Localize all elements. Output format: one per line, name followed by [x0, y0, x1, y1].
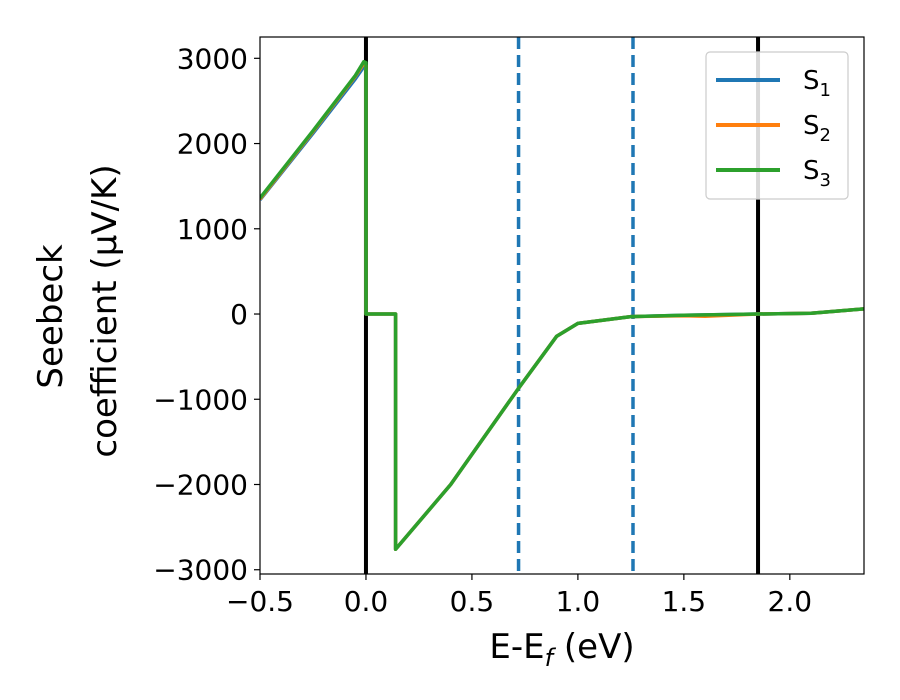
legend-label-2: S2 — [803, 111, 831, 146]
series-line-3 — [260, 59, 864, 552]
y-tick-label: −1000 — [153, 383, 248, 416]
y-axis-title: Seebeck coefficient (μV/K) — [31, 164, 125, 457]
y-tick-label: 2000 — [177, 128, 248, 161]
y-axis: −3000 −2000 −1000 0 1000 2000 3000 — [153, 42, 260, 587]
series-lines — [260, 59, 864, 552]
y-tick-label: −2000 — [153, 469, 248, 502]
x-axis: −0.5 0.0 0.5 1.0 1.5 2.0 — [226, 574, 812, 618]
y-axis-title-line2: coefficient (μV/K) — [85, 164, 125, 457]
y-axis-title-line1: Seebeck — [31, 244, 71, 389]
y-tick-label: 0 — [230, 298, 248, 331]
plot-frame — [259, 36, 865, 575]
x-tick-label: 1.0 — [556, 585, 601, 618]
legend-label-1: S1 — [803, 66, 831, 101]
y-tick-label: −3000 — [153, 554, 248, 587]
legend: S1 S2 S3 — [705, 51, 849, 200]
x-axis-title: E-Ef (eV) — [489, 627, 634, 672]
x-tick-label: 0.5 — [450, 585, 495, 618]
y-tick-label: 3000 — [177, 42, 248, 75]
x-tick-label: 2.0 — [768, 585, 813, 618]
x-tick-label: −0.5 — [226, 585, 294, 618]
x-tick-label: 1.5 — [662, 585, 707, 618]
legend-label-3: S3 — [803, 156, 831, 191]
x-tick-label: 0.0 — [344, 585, 389, 618]
y-tick-label: 1000 — [177, 213, 248, 246]
